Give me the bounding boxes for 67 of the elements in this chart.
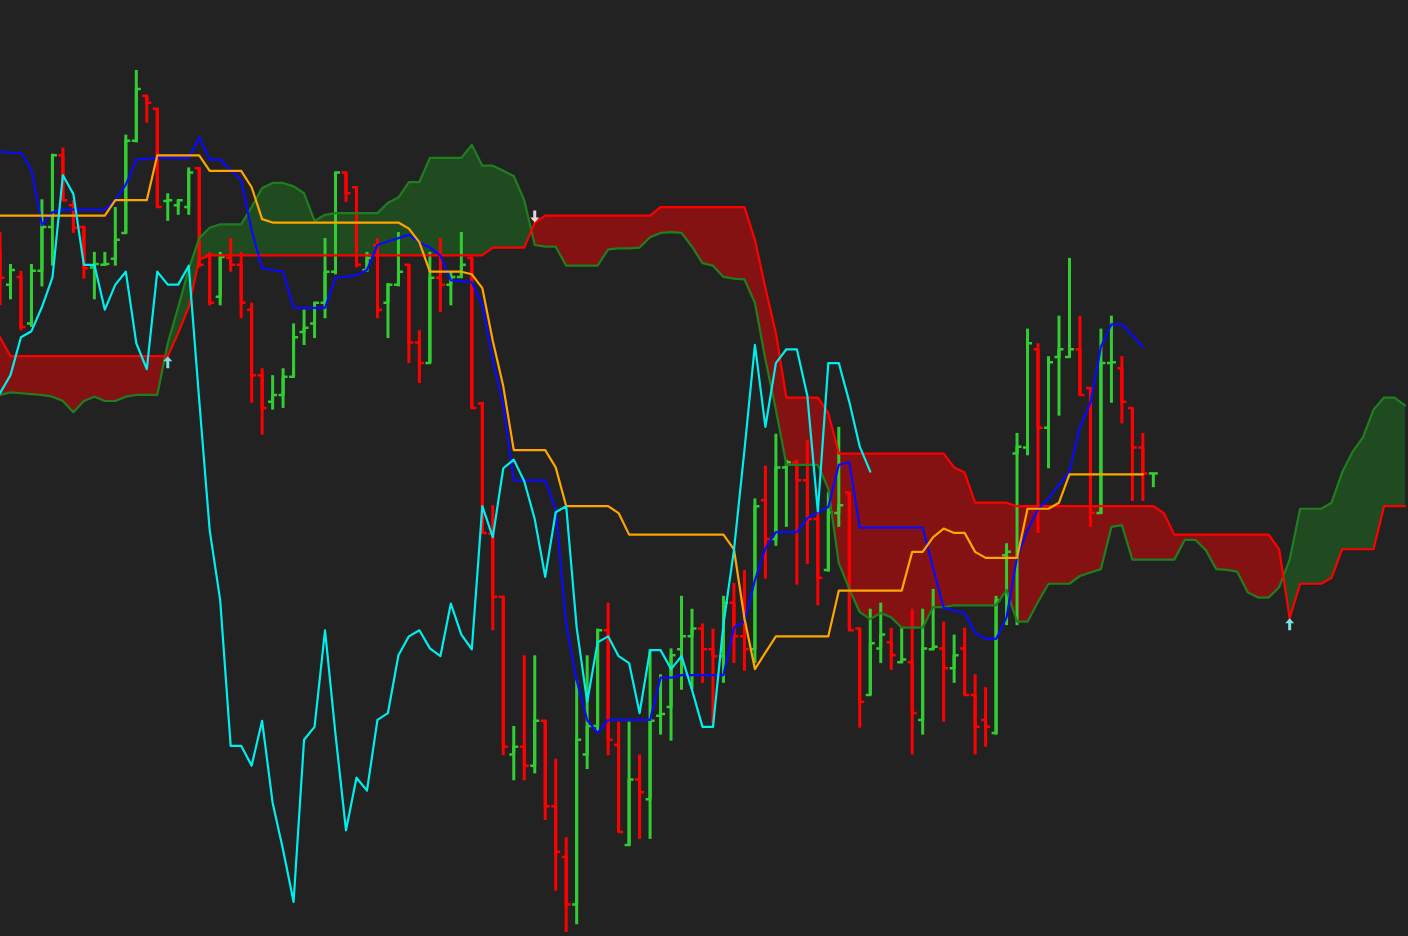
- candlestick: [382, 281, 394, 340]
- candlestick: [340, 171, 352, 202]
- candlestick: [1116, 356, 1128, 424]
- candlestick: [937, 621, 950, 722]
- candlestick: [770, 432, 782, 546]
- candlestick: [948, 634, 960, 683]
- candlestick: [686, 608, 698, 689]
- candlestick: [4, 262, 17, 300]
- candlestick: [958, 627, 971, 697]
- candlestick: [518, 655, 530, 781]
- candlestick: [864, 608, 877, 697]
- candlestick: [266, 375, 279, 410]
- candlestick: [392, 232, 405, 287]
- candlestick: [214, 250, 226, 306]
- candlestick: [1063, 256, 1076, 359]
- candlestick: [560, 837, 572, 932]
- candlestick: [1053, 315, 1065, 416]
- candlestick: [424, 250, 436, 365]
- candlestick: [172, 198, 184, 215]
- candlestick: [759, 465, 772, 579]
- candlestick: [1074, 315, 1086, 397]
- candlestick: [403, 263, 415, 365]
- candlestick: [141, 94, 153, 123]
- candlestick: [906, 608, 918, 755]
- candlestick: [15, 269, 27, 331]
- candlestick: [1032, 343, 1044, 533]
- candlestick: [1095, 328, 1107, 515]
- candlestick: [182, 167, 195, 215]
- candlestick: [528, 655, 541, 774]
- candlestick: [623, 721, 635, 847]
- candlestick: [749, 498, 761, 665]
- candlestick: [224, 238, 237, 272]
- candlestick: [235, 250, 247, 319]
- candlestick: [120, 134, 132, 235]
- candlestick: [162, 193, 174, 221]
- candlestick: [1105, 315, 1118, 403]
- candlestick: [612, 721, 625, 834]
- candlestick: [46, 153, 59, 266]
- candlestick: [591, 628, 604, 732]
- candlestick: [665, 648, 677, 741]
- candlestick: [644, 649, 656, 839]
- candlestick: [245, 302, 258, 403]
- candlestick: [151, 106, 164, 209]
- candlestick: [654, 674, 667, 735]
- candlestick: [874, 602, 887, 665]
- candlestick: [602, 602, 614, 756]
- candlestick: [298, 309, 310, 345]
- candlestick: [1147, 472, 1160, 489]
- candlestick: [130, 70, 143, 143]
- candlestick: [413, 330, 426, 383]
- candlestick: [1042, 356, 1055, 470]
- candlestick: [916, 608, 929, 735]
- candlestick: [570, 680, 583, 926]
- candlestick: [497, 595, 510, 756]
- candlestick: [969, 674, 981, 755]
- candlestick: [675, 594, 688, 690]
- candlestick: [466, 256, 478, 410]
- candlestick: [885, 627, 897, 670]
- candlestick: [109, 207, 122, 266]
- candlestick: [434, 238, 447, 314]
- candlestick: [633, 754, 646, 839]
- candlestick: [256, 368, 268, 435]
- candlestick: [979, 687, 992, 747]
- candlestick: [371, 238, 384, 319]
- candlestick: [990, 594, 1002, 735]
- candlestick: [203, 250, 216, 306]
- candlestick: [508, 725, 520, 781]
